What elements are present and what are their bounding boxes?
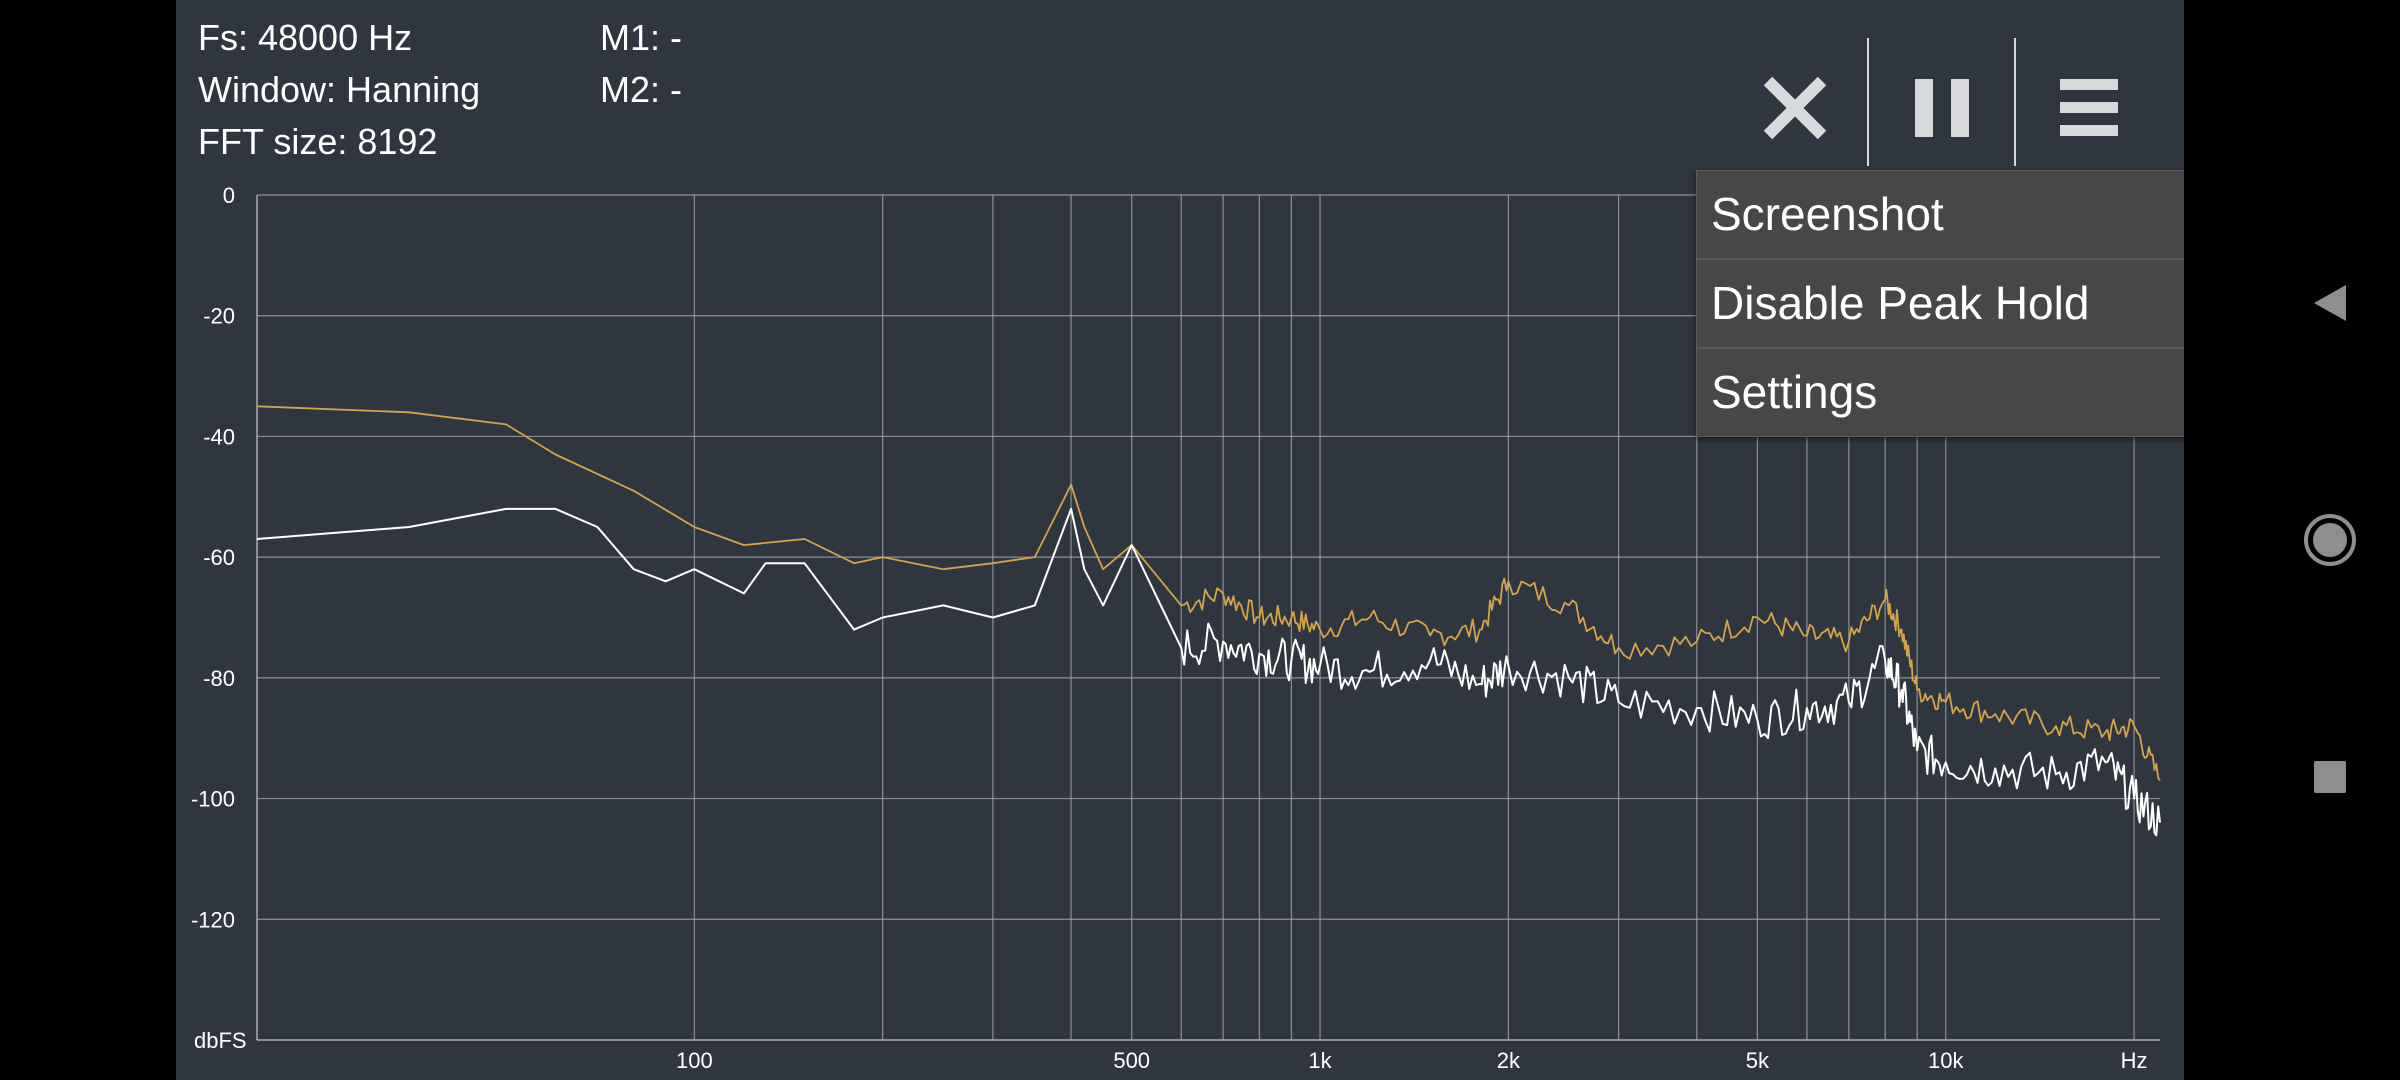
marker-1-label: M1: - (600, 17, 683, 58)
x-tick-label: 10k (1928, 1048, 1964, 1073)
marker-2-label: M2: - (600, 69, 683, 110)
x-tick-label: 2k (1497, 1048, 1521, 1073)
y-tick-label: -60 (203, 545, 235, 570)
nav-recents-button[interactable] (2270, 717, 2390, 837)
recents-square-icon (2314, 761, 2346, 793)
y-tick-label: -100 (191, 787, 235, 812)
x-tick-label: 1k (1308, 1048, 1332, 1073)
nav-back-button[interactable] (2270, 243, 2390, 363)
fft-size-label: FFT size: 8192 (198, 121, 438, 162)
x-tick-label: 500 (1113, 1048, 1150, 1073)
y-tick-label: -20 (203, 304, 235, 329)
x-tick-label: 100 (676, 1048, 713, 1073)
close-icon (1763, 76, 1827, 140)
pause-button[interactable] (1872, 38, 2012, 178)
overflow-menu-button[interactable] (2019, 38, 2159, 178)
sample-rate-label: Fs: 48000 Hz (198, 17, 413, 58)
overflow-menu: Screenshot Disable Peak Hold Settings (1696, 170, 2184, 437)
y-tick-label: 0 (223, 183, 235, 208)
home-circle-icon (2304, 514, 2356, 566)
marker-info: M1: - M2: - (600, 12, 682, 116)
peak-hold-line (256, 405, 2161, 782)
toolbar-separator (1867, 38, 1869, 166)
analysis-info: Fs: 48000 Hz Window: Hanning FFT size: 8… (198, 12, 480, 168)
pause-icon (1915, 79, 1969, 137)
live-spectrum-line (256, 507, 2161, 837)
y-unit-label: dbFS (194, 1028, 247, 1053)
y-tick-label: -40 (203, 424, 235, 449)
menu-item-settings[interactable]: Settings (1711, 366, 1878, 418)
menu-item-disable-peak-hold[interactable]: Disable Peak Hold (1697, 260, 2184, 349)
spectrum-chart[interactable]: 0 -20 -40 -60 -80 -100 -120 dbFS 100 500 1k 2k 5k 10k… (176, 0, 2184, 1080)
x-tick-label: 5k (1746, 1048, 1770, 1073)
toolbar-separator (2014, 38, 2016, 166)
nav-home-button[interactable] (2270, 480, 2390, 600)
x-tick-label: Hz (2121, 1048, 2148, 1073)
hamburger-menu-icon (2060, 79, 2118, 136)
close-button[interactable] (1725, 38, 1865, 178)
window-type-label: Window: Hanning (198, 69, 481, 110)
y-tick-label: -80 (203, 666, 235, 691)
menu-item-screenshot[interactable]: Screenshot (1697, 171, 2184, 260)
spectrum-analyzer-app: Fs: 48000 Hz Window: Hanning FFT size: 8… (176, 0, 2184, 1080)
back-triangle-icon (2314, 285, 2346, 321)
y-tick-label: -120 (191, 907, 235, 932)
